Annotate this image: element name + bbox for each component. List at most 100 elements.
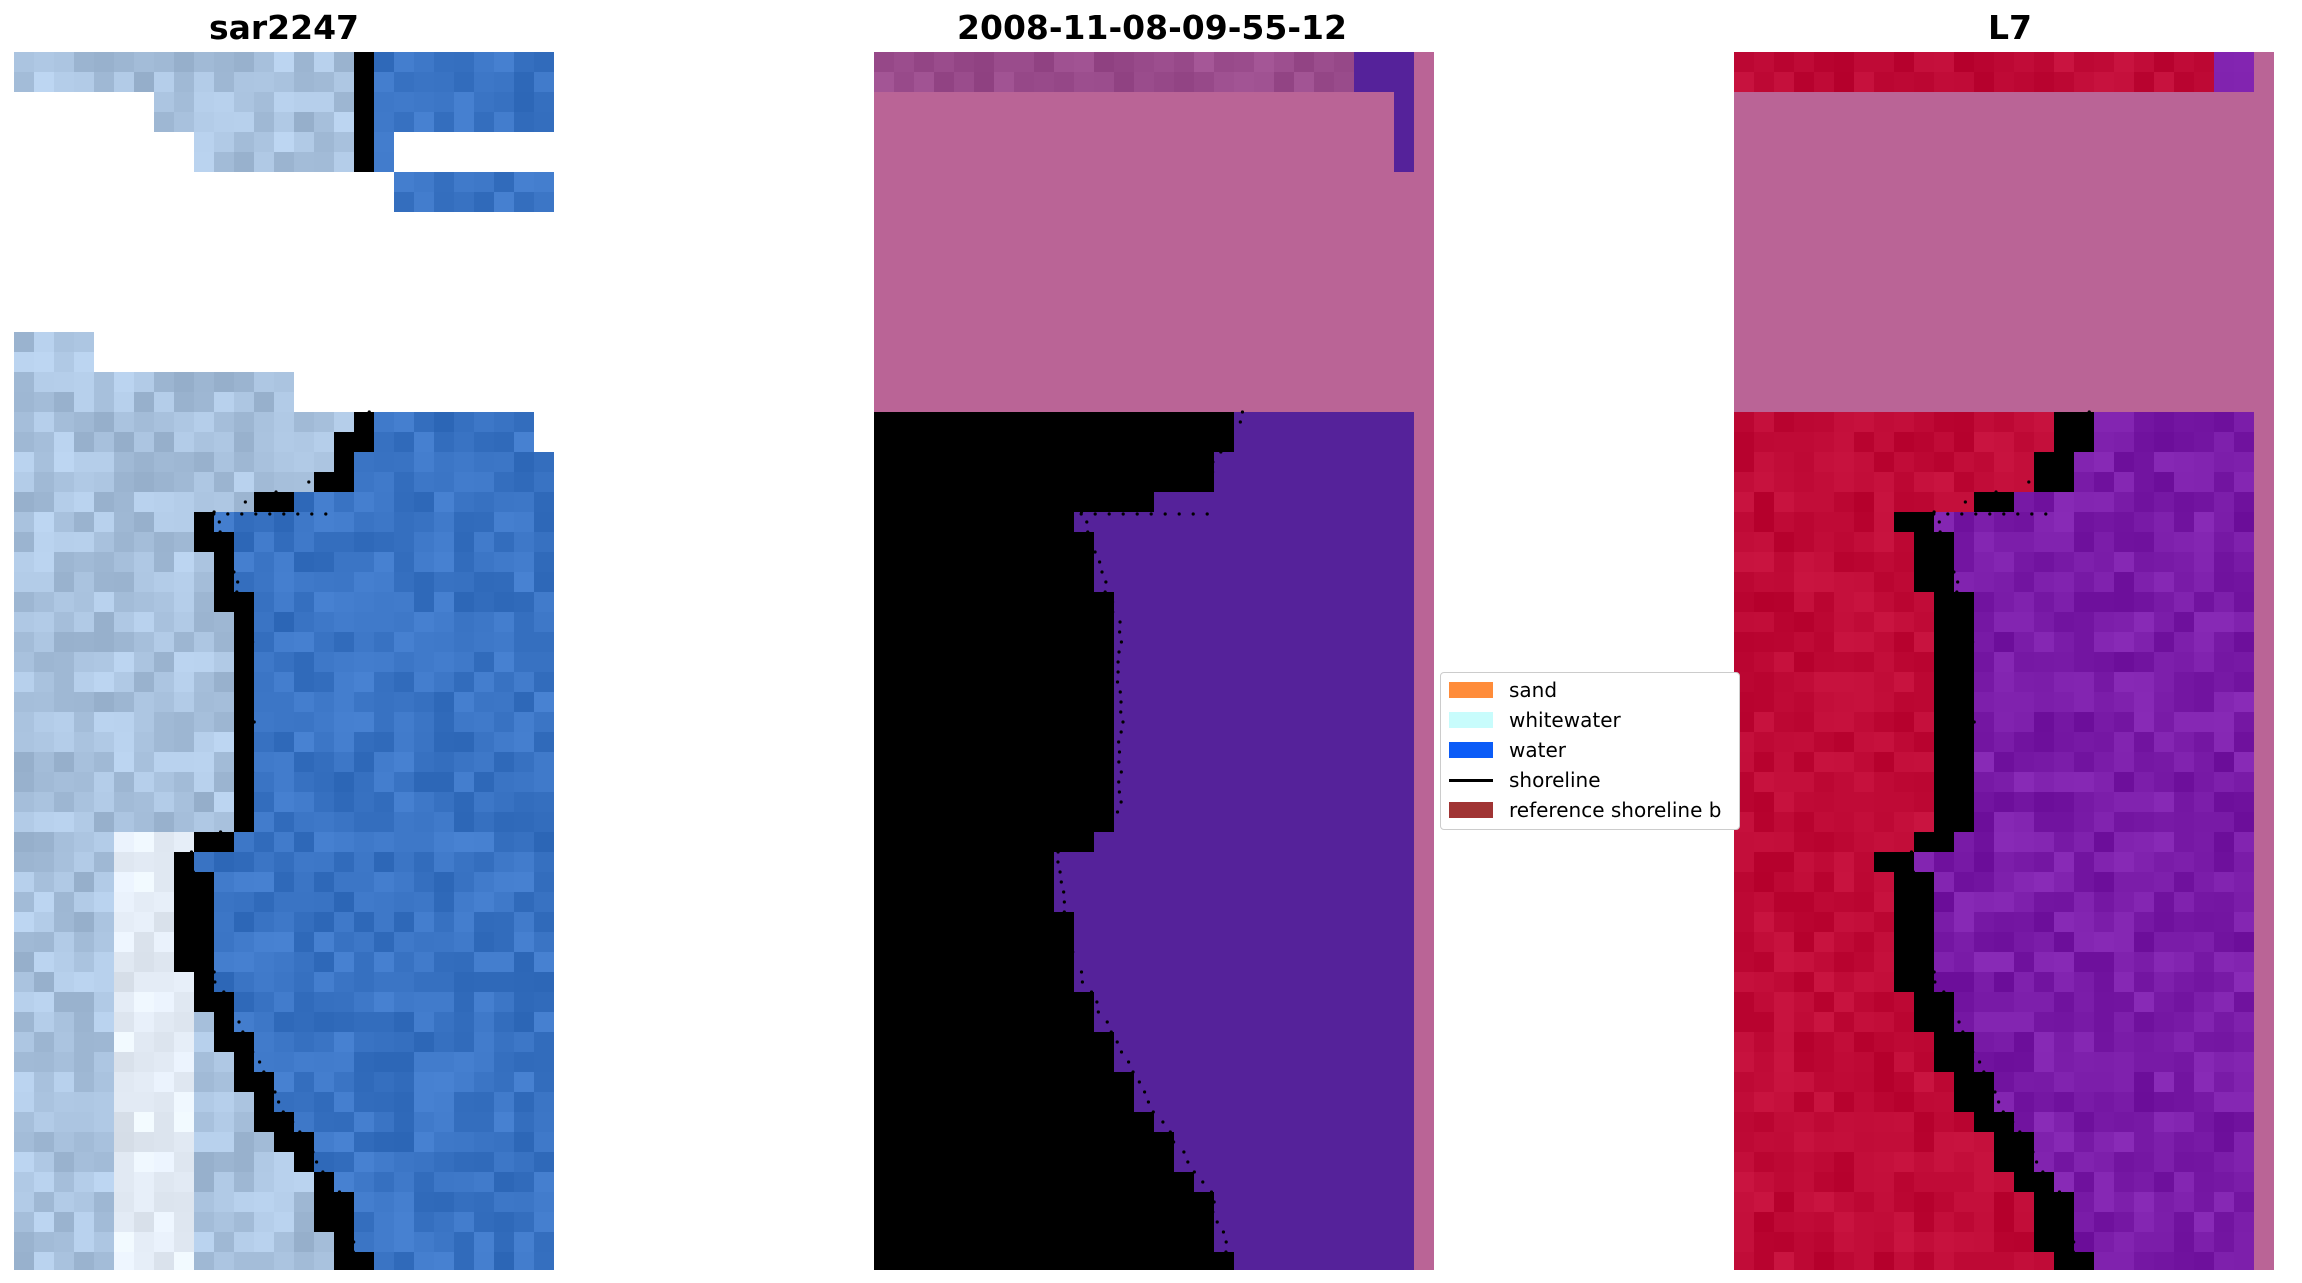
pixel-cell [1374, 732, 1394, 752]
pixel-cell [2054, 372, 2074, 392]
pixel-cell [2094, 612, 2114, 632]
pixel-cell [2174, 452, 2194, 472]
pixel-cell [414, 612, 434, 632]
pixel-cell [1374, 112, 1394, 132]
pixel-cell [114, 712, 134, 732]
pixel-cell [314, 132, 334, 152]
pixel-cell [234, 372, 254, 392]
pixel-cell [14, 1012, 34, 1032]
pixel-cell [934, 1092, 954, 1112]
pixel-cell [354, 872, 374, 892]
pixel-cell [1014, 832, 1034, 852]
pixel-cell [214, 852, 234, 872]
pixel-cell [354, 752, 374, 772]
pixel-cell [2194, 232, 2214, 252]
pixel-cell [1834, 512, 1854, 532]
pixel-cell [1354, 892, 1374, 912]
pixel-cell [514, 1132, 534, 1152]
pixel-cell [954, 1052, 974, 1072]
pixel-cell [954, 52, 974, 72]
pixel-cell [334, 1152, 354, 1172]
pixel-cell [1014, 192, 1034, 212]
pixel-cell [54, 592, 74, 612]
pixel-cell [1814, 912, 1834, 932]
pixel-cell [1954, 892, 1974, 912]
pixel-cell [74, 352, 94, 372]
pixel-cell [1874, 152, 1894, 172]
pixel-cell [1754, 272, 1774, 292]
shoreline-point [1104, 580, 1108, 584]
pixel-cell [2114, 1052, 2134, 1072]
pixel-cell [1174, 772, 1194, 792]
pixel-cell [1034, 632, 1054, 652]
pixel-cell [334, 452, 354, 472]
pixel-cell [1814, 792, 1834, 812]
pixel-cell [1954, 772, 1974, 792]
pixel-cell [434, 752, 454, 772]
pixel-cell [374, 812, 394, 832]
pixel-cell [1134, 912, 1154, 932]
pixel-cell [1394, 172, 1414, 192]
pixel-cell [394, 92, 414, 112]
pixel-cell [2134, 952, 2154, 972]
pixel-cell [914, 372, 934, 392]
pixel-cell [874, 252, 894, 272]
pixel-cell [1354, 512, 1374, 532]
pixel-cell [954, 232, 974, 252]
pixel-cell [1074, 292, 1094, 312]
pixel-cell [1894, 272, 1914, 292]
pixel-cell [134, 952, 154, 972]
pixel-cell [894, 372, 914, 392]
pixel-cell [14, 52, 34, 72]
pixel-cell [1194, 492, 1214, 512]
pixel-cell [1094, 172, 1114, 192]
pixel-cell [874, 712, 894, 732]
pixel-cell [1174, 452, 1194, 472]
pixel-cell [1074, 72, 1094, 92]
pixel-cell [1374, 192, 1394, 212]
pixel-cell [2214, 492, 2234, 512]
pixel-cell [1774, 412, 1794, 432]
pixel-cell [874, 592, 894, 612]
pixel-cell [154, 1072, 174, 1092]
pixel-cell [1294, 812, 1314, 832]
pixel-cell [1954, 652, 1974, 672]
pixel-cell [2154, 472, 2174, 492]
pixel-cell [1014, 572, 1034, 592]
pixel-cell [894, 192, 914, 212]
pixel-cell [1974, 212, 1994, 232]
pixel-cell [2134, 192, 2154, 212]
pixel-cell [2174, 172, 2194, 192]
pixel-cell [2174, 1052, 2194, 1072]
pixel-cell [1274, 512, 1294, 532]
pixel-cell [974, 1232, 994, 1252]
pixel-cell [374, 1172, 394, 1192]
pixel-cell [1954, 1032, 1974, 1052]
pixel-cell [1074, 972, 1094, 992]
pixel-cell [1234, 672, 1254, 692]
pixel-cell [94, 512, 114, 532]
pixel-cell [534, 692, 554, 712]
pixel-cell [2214, 132, 2234, 152]
pixel-cell [1954, 612, 1974, 632]
pixel-cell [254, 1172, 274, 1192]
pixel-cell [994, 472, 1014, 492]
pixel-cell [474, 772, 494, 792]
pixel-cell [1334, 1212, 1354, 1232]
pixel-cell [1834, 612, 1854, 632]
pixel-cell [994, 832, 1014, 852]
pixel-cell [2174, 832, 2194, 852]
pixel-cell [2234, 532, 2254, 552]
pixel-cell [1234, 792, 1254, 812]
pixel-cell [414, 1212, 434, 1232]
pixel-cell [1914, 452, 1934, 472]
pixel-cell [1394, 152, 1414, 172]
pixel-cell [934, 552, 954, 572]
pixel-cell [2074, 532, 2094, 552]
pixel-cell [1834, 692, 1854, 712]
pixel-cell [14, 952, 34, 972]
pixel-cell [254, 772, 274, 792]
pixel-cell [1214, 52, 1234, 72]
pixel-cell [474, 472, 494, 492]
pixel-cell [1114, 612, 1134, 632]
